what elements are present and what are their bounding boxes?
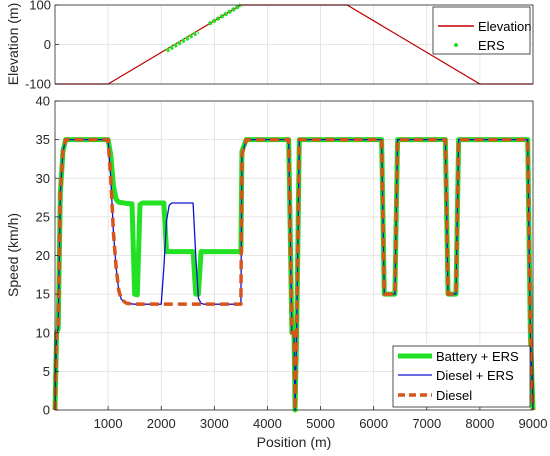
speed-legend: Battery + ERS Diesel + ERS Diesel	[392, 345, 531, 408]
legend-elevation-label: Elevation	[478, 19, 531, 34]
elevation-y-tick-label: -100	[25, 77, 51, 92]
x-tick-label: 3000	[200, 416, 229, 431]
legend-ers-label: ERS	[478, 38, 505, 53]
speed-y-tick-label: 10	[36, 325, 50, 340]
elevation-y-axis-label: Elevation (m)	[5, 3, 21, 85]
elevation-y-tick-label: 0	[44, 37, 51, 52]
speed-y-tick-label: 35	[36, 132, 50, 147]
speed-y-tick-label: 25	[36, 209, 50, 224]
diesel-line	[53, 137, 535, 412]
speed-y-tick-label: 20	[36, 248, 50, 263]
speed-y-tick-label: 30	[36, 171, 50, 186]
x-tick-label: 9000	[519, 416, 548, 431]
x-tick-label: 4000	[253, 416, 282, 431]
x-tick-label: 8000	[465, 416, 494, 431]
x-tick-label: 6000	[359, 416, 388, 431]
legend-diesel-ers-label: Diesel + ERS	[436, 368, 514, 383]
speed-x-tick-labels: 1000 2000 3000 4000 5000 6000 7000 8000 9000	[94, 406, 548, 431]
speed-y-tick-label: 40	[36, 94, 50, 109]
speed-panel: 0 5 10 15 20 25 30 35 40 1000 2000 3000 4000 5000 600…	[5, 94, 547, 451]
x-tick-label: 2000	[147, 416, 176, 431]
x-tick-label: 5000	[306, 416, 335, 431]
elevation-y-tick-labels: -100 0 100	[25, 0, 59, 92]
x-tick-label: 1000	[94, 416, 123, 431]
x-axis-label: Position (m)	[257, 434, 332, 450]
ers-segment	[165, 30, 200, 53]
speed-y-tick-label: 5	[43, 364, 50, 379]
x-tick-label: 7000	[412, 416, 441, 431]
legend-battery-ers-label: Battery + ERS	[436, 349, 519, 364]
legend-diesel-label: Diesel	[436, 388, 472, 403]
speed-y-axis-label: Speed (km/h)	[5, 213, 21, 297]
elevation-legend: Elevation ERS	[432, 6, 531, 55]
elevation-legend-box	[432, 6, 531, 55]
elevation-panel: -100 0 100 Elevation (m) Elevation ERS	[5, 0, 534, 92]
speed-y-tick-labels: 0 5 10 15 20 25 30 35 40	[36, 94, 59, 418]
speed-y-tick-label: 0	[43, 403, 50, 418]
speed-y-tick-label: 15	[36, 287, 50, 302]
legend-ers-swatch	[454, 43, 458, 47]
elevation-y-tick-label: 100	[29, 0, 51, 13]
speed-series	[52, 137, 536, 413]
ers-segment	[207, 3, 242, 26]
